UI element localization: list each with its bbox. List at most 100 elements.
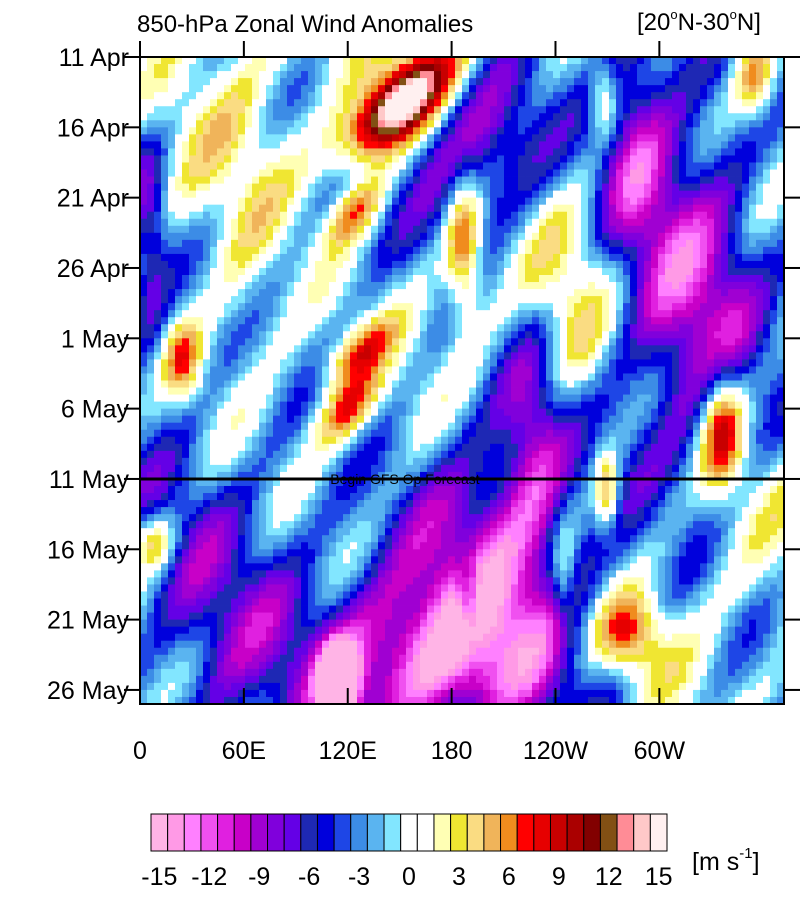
heatmap-cell bbox=[399, 647, 407, 656]
heatmap-cell bbox=[287, 457, 295, 466]
heatmap-cell bbox=[364, 92, 372, 100]
heatmap-cell bbox=[266, 71, 274, 79]
heatmap-cell bbox=[371, 141, 379, 149]
heatmap-cell bbox=[294, 387, 302, 395]
heatmap-cell bbox=[504, 359, 512, 367]
heatmap-cell bbox=[322, 535, 330, 543]
heatmap-cell bbox=[175, 528, 183, 536]
heatmap-cell bbox=[455, 429, 463, 438]
heatmap-cell bbox=[224, 106, 232, 114]
heatmap-cell bbox=[504, 127, 512, 135]
heatmap-cell bbox=[259, 408, 267, 417]
heatmap-cell bbox=[287, 689, 295, 698]
heatmap-cell bbox=[357, 169, 365, 177]
heatmap-cell bbox=[231, 408, 239, 417]
heatmap-cell bbox=[259, 387, 267, 395]
heatmap-cell bbox=[427, 282, 435, 290]
heatmap-cell bbox=[511, 211, 519, 220]
heatmap-cell bbox=[168, 401, 176, 410]
heatmap-cell bbox=[259, 148, 267, 156]
heatmap-cell bbox=[357, 661, 365, 670]
heatmap-cell bbox=[217, 296, 225, 304]
heatmap-cell bbox=[175, 211, 183, 220]
heatmap-cell bbox=[161, 633, 169, 642]
heatmap-cell bbox=[161, 373, 169, 381]
heatmap-cell bbox=[490, 275, 498, 283]
heatmap-cell bbox=[441, 267, 449, 276]
heatmap-cell bbox=[483, 275, 491, 283]
heatmap-cell bbox=[210, 626, 218, 635]
heatmap-cell bbox=[252, 162, 260, 170]
heatmap-cell bbox=[378, 640, 386, 649]
heatmap-cell bbox=[448, 647, 456, 656]
heatmap-cell bbox=[476, 394, 484, 402]
heatmap-cell bbox=[147, 239, 155, 248]
heatmap-cell bbox=[455, 584, 463, 592]
heatmap-cell bbox=[147, 120, 155, 128]
heatmap-cell bbox=[252, 668, 260, 677]
heatmap-cell bbox=[189, 260, 197, 269]
heatmap-cell bbox=[210, 162, 218, 170]
heatmap-cell bbox=[259, 106, 267, 114]
heatmap-cell bbox=[399, 296, 407, 304]
heatmap-cell bbox=[364, 493, 372, 501]
heatmap-cell bbox=[434, 211, 442, 220]
heatmap-cell bbox=[301, 324, 309, 332]
heatmap-cell bbox=[399, 106, 407, 114]
heatmap-cell bbox=[217, 535, 225, 543]
heatmap-cell bbox=[308, 577, 316, 585]
heatmap-cell bbox=[392, 303, 400, 311]
heatmap-cell bbox=[497, 612, 505, 621]
heatmap-cell bbox=[294, 478, 302, 487]
heatmap-cell bbox=[336, 422, 344, 431]
heatmap-cell bbox=[399, 626, 407, 635]
heatmap-cell bbox=[343, 204, 351, 213]
heatmap-cell bbox=[364, 549, 372, 557]
heatmap-cell bbox=[161, 619, 169, 628]
heatmap-cell bbox=[448, 598, 456, 606]
heatmap-cell bbox=[182, 626, 190, 635]
heatmap-cell bbox=[182, 120, 190, 128]
heatmap-cell bbox=[483, 162, 491, 170]
heatmap-cell bbox=[455, 127, 463, 135]
heatmap-cell bbox=[385, 57, 393, 65]
heatmap-cell bbox=[245, 218, 253, 227]
heatmap-cell bbox=[273, 352, 281, 360]
heatmap-cell bbox=[441, 535, 449, 543]
heatmap-cell bbox=[245, 394, 253, 402]
heatmap-cell bbox=[392, 373, 400, 381]
heatmap-cell bbox=[392, 92, 400, 100]
heatmap-cell bbox=[308, 387, 316, 395]
heatmap-cell bbox=[161, 485, 169, 494]
heatmap-cell bbox=[364, 633, 372, 642]
heatmap-cell bbox=[504, 232, 512, 241]
heatmap-cell bbox=[392, 556, 400, 564]
heatmap-cell bbox=[168, 457, 176, 466]
heatmap-cell bbox=[511, 394, 519, 402]
heatmap-cell bbox=[294, 331, 302, 339]
heatmap-cell bbox=[301, 647, 309, 656]
heatmap-cell bbox=[168, 141, 176, 149]
heatmap-cell bbox=[357, 668, 365, 677]
heatmap-cell bbox=[343, 317, 351, 325]
heatmap-cell bbox=[182, 338, 190, 346]
heatmap-cell bbox=[161, 211, 169, 220]
heatmap-cell bbox=[273, 570, 281, 578]
heatmap-cell bbox=[287, 85, 295, 93]
heatmap-cell bbox=[329, 619, 337, 628]
heatmap-cell bbox=[315, 422, 323, 431]
heatmap-cell bbox=[273, 296, 281, 304]
heatmap-cell bbox=[231, 556, 239, 564]
heatmap-cell bbox=[336, 619, 344, 628]
heatmap-cell bbox=[231, 275, 239, 283]
heatmap-cell bbox=[350, 148, 358, 156]
heatmap-cell bbox=[399, 260, 407, 269]
heatmap-cell bbox=[329, 169, 337, 177]
heatmap-cell bbox=[154, 696, 162, 705]
heatmap-cell bbox=[469, 696, 477, 705]
heatmap-cell bbox=[469, 211, 477, 220]
heatmap-cell bbox=[273, 141, 281, 149]
heatmap-cell bbox=[420, 401, 428, 410]
heatmap-cell bbox=[161, 92, 169, 100]
heatmap-cell bbox=[308, 668, 316, 677]
